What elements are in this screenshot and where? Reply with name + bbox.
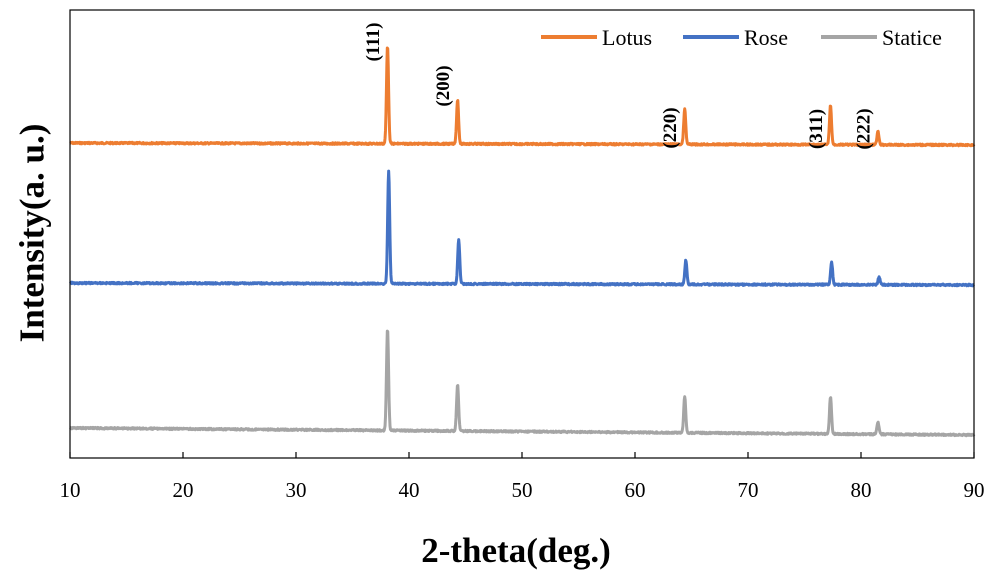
series-line-statice [68, 329, 976, 438]
x-tick-label: 10 [60, 478, 81, 502]
x-tick-label: 20 [173, 478, 194, 502]
peak-labels: (111) (200) (220) (311) (222) [363, 22, 874, 149]
y-axis-title: Intensity(a. u.) [13, 124, 52, 343]
series-lines [68, 46, 976, 438]
plot-frame [69, 9, 975, 459]
x-tick-label: 40 [399, 478, 420, 502]
legend-label-lotus: Lotus [602, 25, 652, 50]
peak-label: (222) [853, 108, 874, 149]
x-axis-title: 2-theta(deg.) [421, 531, 611, 570]
peak-label: (200) [433, 65, 454, 106]
x-tick-label: 80 [851, 478, 872, 502]
x-tick-label: 60 [625, 478, 646, 502]
peak-label: (311) [806, 109, 827, 149]
series-line-rose [68, 169, 976, 288]
x-tick-label: 70 [738, 478, 759, 502]
peak-label: (111) [363, 22, 384, 61]
legend-label-rose: Rose [744, 25, 788, 50]
x-tick-label: 30 [286, 478, 307, 502]
x-tick-label: 50 [512, 478, 533, 502]
peak-label: (220) [660, 107, 681, 148]
x-tick-label: 90 [964, 478, 985, 502]
series-line-lotus [68, 46, 976, 148]
legend: Lotus Rose Statice [541, 25, 942, 50]
legend-label-statice: Statice [882, 25, 942, 50]
x-ticks: 10 20 30 40 50 60 70 80 90 [60, 452, 985, 502]
axes [69, 9, 975, 459]
